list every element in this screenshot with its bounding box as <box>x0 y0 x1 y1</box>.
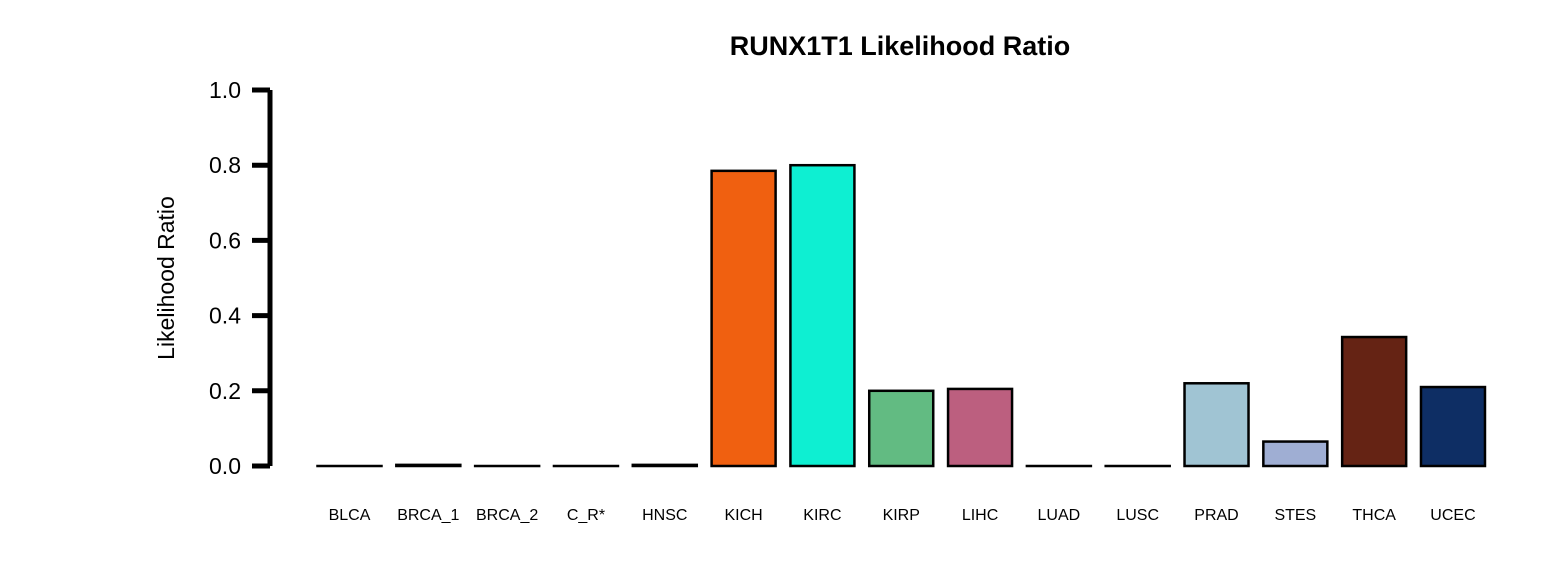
y-tick-label: 0.4 <box>209 303 241 329</box>
chart-title: RUNX1T1 Likelihood Ratio <box>730 31 1071 61</box>
bar-stes <box>1262 440 1329 468</box>
bar-ucec <box>1419 385 1487 468</box>
x-tick-label: KIRC <box>803 507 841 524</box>
x-axis-labels: BLCA BRCA_1 BRCA_2 C_R* HNSC KICH KIRC KIRP LIHC… <box>329 507 1476 524</box>
x-tick-label: LIHC <box>962 507 998 524</box>
x-tick-label: KICH <box>724 507 762 524</box>
bar-lihc <box>946 387 1014 468</box>
bar-hnsc <box>631 463 699 468</box>
bar-thca <box>1340 335 1408 468</box>
x-tick-label: KIRP <box>883 507 920 524</box>
bar-prad <box>1183 382 1250 468</box>
y-tick-label: 0.0 <box>209 453 241 479</box>
bar-kich <box>710 169 777 468</box>
x-tick-label: BRCA_2 <box>476 507 538 524</box>
y-tick-label: 0.8 <box>209 152 241 178</box>
y-axis: 0.0 0.2 0.4 0.6 0.8 1.0 <box>209 77 273 479</box>
x-tick-label: C_R* <box>567 507 605 524</box>
y-axis-label: Likelihood Ratio <box>153 196 179 360</box>
x-tick-label: THCA <box>1352 507 1396 524</box>
x-tick-label: LUAD <box>1038 507 1081 524</box>
y-tick-label: 0.6 <box>209 227 241 253</box>
x-tick-label: BLCA <box>329 507 371 524</box>
x-tick-label: PRAD <box>1194 507 1238 524</box>
bar-brca-1 <box>395 463 462 468</box>
bars <box>316 163 1487 468</box>
y-tick-label: 0.2 <box>209 378 241 404</box>
x-tick-label: LUSC <box>1116 507 1159 524</box>
bar-kirc <box>789 163 856 468</box>
x-tick-label: HNSC <box>642 507 687 524</box>
x-tick-label: STES <box>1274 507 1316 524</box>
x-tick-label: BRCA_1 <box>397 507 459 524</box>
y-tick-label: 1.0 <box>209 77 241 103</box>
x-tick-label: UCEC <box>1430 507 1475 524</box>
bar-kirp <box>867 389 935 468</box>
